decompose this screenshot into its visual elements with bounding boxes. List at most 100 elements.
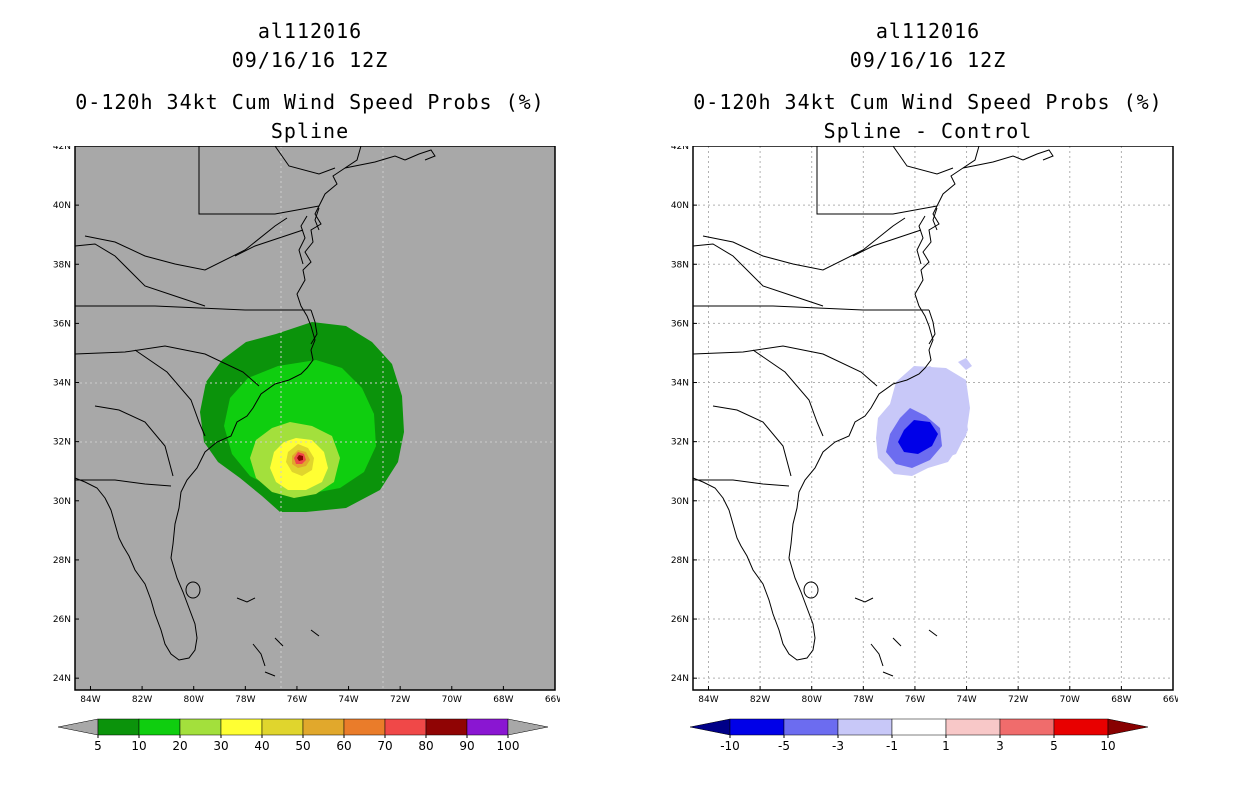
right-lon-labels: 84W 82W 80W 78W 76W 74W 72W 70W 68W 66W — [698, 686, 1178, 702]
right-lon-label: 76W — [905, 695, 925, 702]
left-lon-label: 68W — [493, 695, 513, 702]
right-colorbar-label: 1 — [942, 739, 950, 753]
left-colorbar-label: 70 — [377, 739, 392, 753]
right-colorbar-label: 5 — [1050, 739, 1058, 753]
right-lat-label: 40N — [671, 201, 689, 211]
left-lat-label: 24N — [53, 674, 71, 684]
left-lat-label: 32N — [53, 438, 71, 448]
right-colorbar-label: -1 — [886, 739, 898, 753]
left-colorbar-swatch — [343, 718, 386, 736]
left-map: 42N 40N 38N 36N 34N 32N 30N 28N 26N 24N 84W 82W 80W… — [53, 146, 560, 702]
right-colorbar-swatch — [945, 718, 1001, 736]
right-colorbar-label: -5 — [778, 739, 790, 753]
left-colorbar-swatch — [261, 718, 304, 736]
left-colorbar-label: 50 — [295, 739, 310, 753]
right-lat-label: 36N — [671, 319, 689, 329]
right-colorbar-swatch — [891, 718, 947, 736]
right-map: 42N 40N 38N 36N 34N 32N 30N 28N 26N 24N 84W 82W 80W… — [671, 146, 1178, 702]
right-colorbar-label: -3 — [832, 739, 844, 753]
left-lat-label: 28N — [53, 556, 71, 566]
right-colorbar: -10 -5 -3 -1 1 3 5 10 — [689, 718, 1149, 753]
left-colorbar: 5 10 20 30 40 50 60 70 80 90 100 — [57, 718, 549, 753]
left-storm-id: al112016 — [257, 19, 363, 43]
right-lon-label: 70W — [1060, 695, 1080, 702]
right-lon-label: 82W — [750, 695, 770, 702]
right-lat-labels: 42N 40N 38N 36N 34N 32N 30N 28N 26N 24N — [671, 146, 697, 684]
right-lon-label: 68W — [1111, 695, 1131, 702]
left-lon-label: 84W — [80, 695, 100, 702]
left-lat-label: 34N — [53, 379, 71, 389]
left-colorbar-label: 20 — [172, 739, 187, 753]
right-lat-label: 30N — [671, 497, 689, 507]
left-map-frame — [74, 146, 556, 691]
left-lat-label: 42N — [53, 146, 71, 152]
left-product-title: 0-120h 34kt Cum Wind Speed Probs (%) — [75, 90, 545, 114]
right-map-frame — [692, 146, 1174, 691]
left-colorbar-label: 80 — [418, 739, 433, 753]
right-lat-label: 28N — [671, 556, 689, 566]
left-lon-label: 82W — [132, 695, 152, 702]
left-colorbar-swatch — [466, 718, 509, 736]
right-lon-label: 84W — [698, 695, 718, 702]
left-colorbar-swatch — [138, 718, 181, 736]
right-colorbar-swatch — [999, 718, 1055, 736]
right-colorbar-swatch — [837, 718, 893, 736]
left-colorbar-label: 60 — [336, 739, 351, 753]
left-colorbar-label: 100 — [497, 739, 520, 753]
left-lat-label: 30N — [53, 497, 71, 507]
right-colorbar-label: 3 — [996, 739, 1004, 753]
right-subtitle: Spline - Control — [823, 119, 1033, 143]
right-diff-contours — [876, 358, 972, 476]
left-colorbar-label: 5 — [94, 739, 102, 753]
right-colorbar-over-arrow — [1107, 718, 1149, 736]
left-lon-labels: 84W 82W 80W 78W 76W 74W 72W 70W 68W 66W — [80, 686, 560, 702]
left-lat-label: 40N — [53, 201, 71, 211]
left-lat-label: 38N — [53, 260, 71, 270]
right-datetime: 09/16/16 12Z — [849, 48, 1007, 72]
left-grid — [75, 146, 555, 690]
left-colorbar-label: 40 — [254, 739, 269, 753]
right-colorbar-under-arrow — [689, 718, 731, 736]
left-lon-label: 70W — [442, 695, 462, 702]
left-colorbar-swatch — [179, 718, 222, 736]
right-lon-label: 78W — [853, 695, 873, 702]
right-lon-label: 80W — [802, 695, 822, 702]
left-lon-label: 74W — [338, 695, 358, 702]
right-lon-label: 66W — [1163, 695, 1178, 702]
left-colorbar-label: 90 — [459, 739, 474, 753]
left-colorbar-label: 10 — [131, 739, 146, 753]
left-colorbar-swatch — [425, 718, 468, 736]
right-lat-label: 42N — [671, 146, 689, 152]
left-lon-label: 76W — [287, 695, 307, 702]
right-colorbar-swatch — [729, 718, 785, 736]
right-lon-label: 72W — [1008, 695, 1028, 702]
left-colorbar-under-arrow — [57, 718, 99, 736]
left-lon-label: 66W — [545, 695, 560, 702]
left-lat-labels: 42N 40N 38N 36N 34N 32N 30N 28N 26N 24N — [53, 146, 79, 684]
right-colorbar-swatch — [783, 718, 839, 736]
left-colorbar-over-arrow — [507, 718, 549, 736]
left-lon-label: 72W — [390, 695, 410, 702]
right-colorbar-label: 10 — [1100, 739, 1115, 753]
right-lat-label: 38N — [671, 260, 689, 270]
left-subtitle: Spline — [270, 119, 350, 143]
left-colorbar-label: 30 — [213, 739, 228, 753]
left-colorbar-swatch — [384, 718, 427, 736]
left-datetime: 09/16/16 12Z — [231, 48, 389, 72]
left-lat-label: 36N — [53, 319, 71, 329]
right-lon-label: 74W — [956, 695, 976, 702]
right-lat-label: 34N — [671, 379, 689, 389]
right-product-title: 0-120h 34kt Cum Wind Speed Probs (%) — [693, 90, 1163, 114]
right-colorbar-swatch — [1053, 718, 1109, 736]
left-lon-label: 78W — [235, 695, 255, 702]
right-storm-id: al112016 — [875, 19, 981, 43]
left-colorbar-swatch — [220, 718, 263, 736]
right-colorbar-label: -10 — [720, 739, 740, 753]
left-colorbar-swatch — [302, 718, 345, 736]
right-lat-label: 32N — [671, 438, 689, 448]
right-lat-label: 24N — [671, 674, 689, 684]
left-lat-label: 26N — [53, 615, 71, 625]
left-colorbar-swatch — [97, 718, 140, 736]
left-lon-label: 80W — [184, 695, 204, 702]
right-lat-label: 26N — [671, 615, 689, 625]
